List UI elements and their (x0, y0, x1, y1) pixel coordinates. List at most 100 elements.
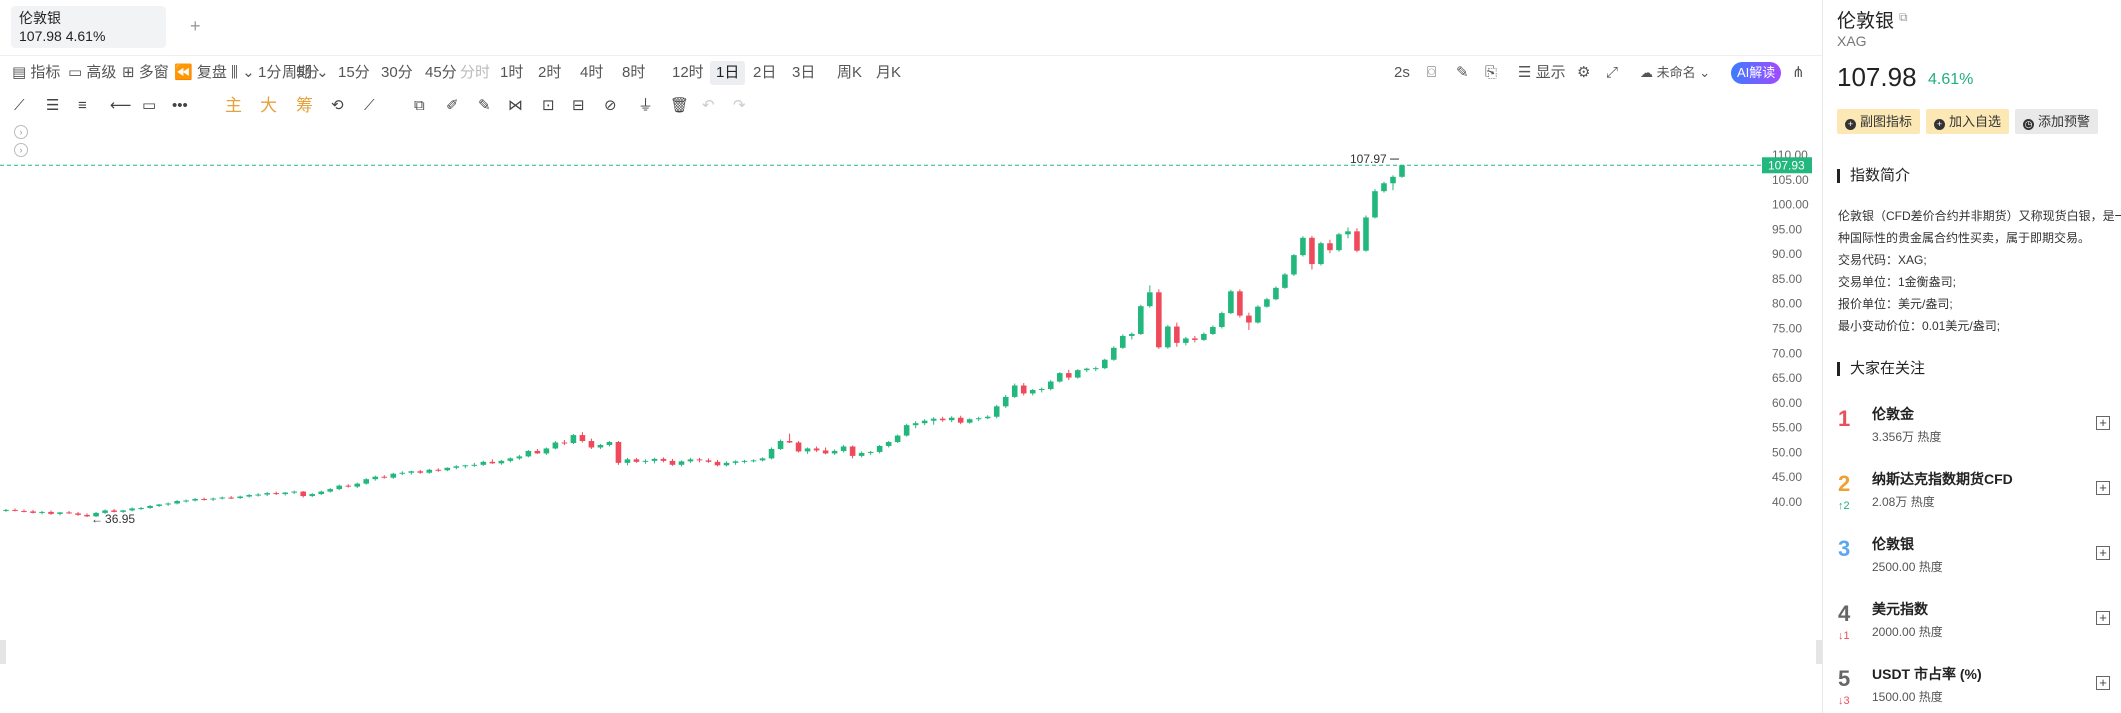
share-icon[interactable]: ⋔ (1792, 64, 1805, 81)
pencil-icon[interactable]: ✎ (1456, 64, 1469, 81)
multi-window-button[interactable]: ⊞ 多窗 (122, 61, 169, 85)
interval-8[interactable]: 4时 (580, 64, 604, 81)
intro-line: 报价单位：美元/盎司; (1838, 297, 1953, 311)
parallel-channel-icon[interactable]: ≡ (78, 97, 87, 114)
watch-item-heat: 2500.00 热度 (1872, 560, 1943, 574)
indicators-button[interactable]: ▤ 指标 (12, 61, 60, 85)
ray-icon[interactable]: ⟵ (110, 97, 132, 114)
symbol-tab[interactable]: 伦敦银 107.98 4.61% (11, 6, 166, 48)
candle-body (966, 419, 973, 423)
interval-2[interactable]: 15分 (338, 64, 370, 81)
interval-13[interactable]: 3日 (792, 64, 816, 81)
add-watchlist-button[interactable]: + 加入自选 (1926, 109, 2010, 134)
expand-indicator-icon[interactable]: › (14, 143, 28, 157)
delete-icon[interactable]: 🗑 (670, 97, 690, 114)
candle-body (138, 507, 144, 509)
interval-6[interactable]: 1时 (500, 64, 524, 81)
candlestick-chart[interactable]: 110.00105.00100.0095.0090.0085.0080.0075… (0, 120, 1822, 713)
intro-line: 种国际性的贵金属合约性买卖，属于即期交易。 (1838, 231, 2091, 245)
interval-10[interactable]: 12时 (672, 64, 704, 81)
candle-body (156, 504, 162, 506)
add-plus-icon[interactable]: + (2096, 546, 2110, 560)
main-force-toggle[interactable]: 主 (225, 96, 242, 115)
add-alert-button[interactable]: ◷ 添加预警 (2015, 109, 2099, 134)
candle-body (903, 425, 910, 436)
camera-icon[interactable]: ⌼ (1427, 64, 1437, 81)
candle-body (1219, 313, 1225, 328)
candle-body (399, 472, 406, 474)
watch-item[interactable]: 2 ↑2 纳斯达克指数期货CFD 2.08万 热度 + (1823, 463, 2121, 527)
candle-body (822, 450, 829, 454)
horizontal-lines-icon[interactable]: ☰ (46, 97, 60, 114)
rectangle-icon[interactable]: ▭ (142, 97, 157, 114)
magnet-icon[interactable]: ⟲ (331, 97, 344, 114)
big-order-toggle[interactable]: 大 (260, 96, 277, 115)
trend-line-icon[interactable]: ⟋ (14, 97, 25, 114)
settings-icon[interactable]: ⚙ (1577, 64, 1591, 81)
interval-14[interactable]: 周K (837, 64, 863, 81)
candle-body (1390, 176, 1396, 184)
sub-indicator-button[interactable]: + 副图指标 (1837, 109, 1921, 134)
add-plus-icon[interactable]: + (2096, 481, 2110, 495)
watch-item[interactable]: 1 伦敦金 3.356万 热度 + (1823, 398, 2121, 462)
fullscreen-icon[interactable]: ⤢ (1606, 64, 1619, 81)
link-icon[interactable]: ⊘ (604, 97, 617, 114)
measure-icon[interactable]: ⟋ (364, 97, 375, 114)
add-tab-button[interactable]: + (190, 16, 201, 36)
advanced-button[interactable]: ▭ 高级 (68, 61, 116, 85)
chip-toggle[interactable]: 筹 (296, 96, 313, 115)
watch-item-heat: 2.08万 热度 (1872, 495, 1935, 509)
watch-item[interactable]: 5 ↓3 USDT 市占率 (%) 1500.00 热度 + (1823, 658, 2121, 713)
candle-body (1282, 274, 1288, 288)
replay-label: 复盘 (196, 64, 227, 81)
redo-icon[interactable]: ↷ (733, 97, 746, 114)
lock-icon[interactable]: ⊡ (542, 97, 555, 114)
period-dropdown[interactable]: 周期 ⌄ (282, 61, 329, 85)
layout-dropdown[interactable]: ☁ 未命名 ⌄ (1640, 61, 1710, 85)
template-icon[interactable]: ⎘ (1485, 64, 1498, 81)
refresh-interval[interactable]: 2s (1394, 64, 1410, 81)
candle-body (453, 466, 460, 468)
expand-indicator-icon[interactable]: › (14, 125, 28, 139)
add-plus-icon[interactable]: + (2096, 676, 2110, 690)
brush-icon[interactable]: ✎ (478, 97, 491, 114)
hide-icon[interactable]: ⊟ (572, 97, 585, 114)
interval-12[interactable]: 2日 (753, 64, 777, 81)
interval-0[interactable]: 1分 (258, 64, 282, 81)
clone-icon[interactable]: ⧉ (414, 97, 425, 114)
add-plus-icon[interactable]: + (2096, 416, 2110, 430)
watch-item[interactable]: 3 伦敦银 2500.00 热度 + (1823, 528, 2121, 592)
filter-icon[interactable]: ⏚ (638, 97, 654, 114)
candle-body (579, 435, 586, 442)
instrument-title: 伦敦银 (1837, 11, 1895, 32)
candle-body (804, 448, 811, 452)
ai-analysis-button[interactable]: AI解读 (1731, 62, 1782, 84)
interval-5[interactable]: 分时 (460, 64, 491, 81)
interval-1[interactable]: 5分 (296, 64, 320, 81)
candle-body (867, 451, 874, 453)
replay-button[interactable]: ⏪ 复盘 (174, 61, 227, 85)
y-tick-label: 45.00 (1772, 470, 1802, 484)
list-icon: ☰ (1518, 64, 1536, 81)
display-button[interactable]: ☰ 显示 (1518, 61, 1566, 85)
watch-item-heat: 3.356万 热度 (1872, 430, 1942, 444)
candle-body (30, 511, 36, 513)
pattern-icon[interactable]: ⋈ (508, 97, 523, 114)
undo-icon[interactable]: ↶ (702, 97, 715, 114)
candle-body (345, 485, 352, 487)
chart-type-button[interactable]: ⫼ ⌄ (231, 61, 255, 85)
interval-3[interactable]: 30分 (381, 64, 413, 81)
intro-line: 伦敦银（CFD差价合约并非期货）又称现货白银，是一 (1838, 209, 2121, 223)
pen-icon[interactable]: ✐ (446, 97, 459, 114)
interval-7[interactable]: 2时 (538, 64, 562, 81)
y-tick-label: 40.00 (1772, 495, 1802, 509)
candle-body (84, 514, 90, 517)
interval-15[interactable]: 月K (876, 64, 902, 81)
interval-11[interactable]: 1日 (710, 61, 746, 85)
add-plus-icon[interactable]: + (2096, 611, 2110, 625)
interval-4[interactable]: 45分 (425, 64, 457, 81)
interval-9[interactable]: 8时 (622, 64, 646, 81)
watch-item[interactable]: 4 ↓1 美元指数 2000.00 热度 + (1823, 593, 2121, 657)
copy-icon[interactable]: ⧉ (1899, 10, 1908, 24)
more-tools-icon[interactable]: ••• (172, 97, 188, 114)
